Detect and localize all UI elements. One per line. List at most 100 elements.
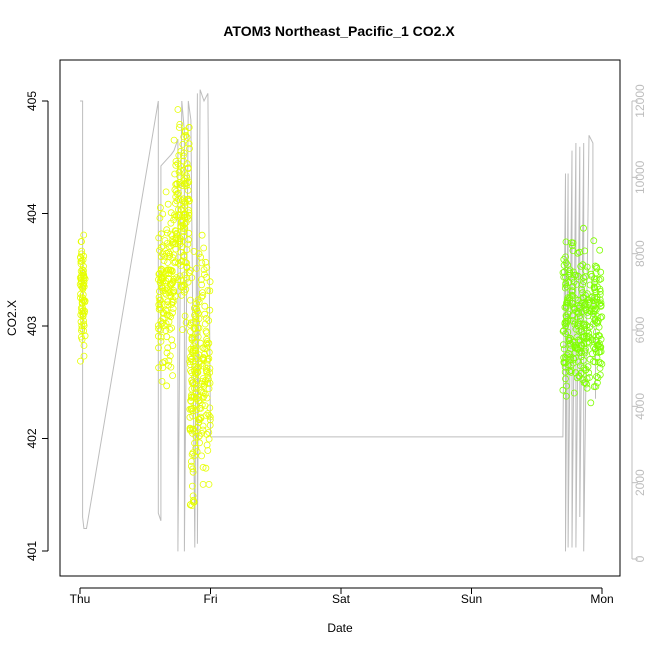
data-point	[192, 384, 200, 392]
data-point	[179, 140, 187, 148]
data-point	[177, 218, 185, 226]
left-tick-label: 404	[25, 203, 39, 223]
data-point	[196, 404, 204, 412]
data-point	[77, 258, 85, 265]
data-point	[560, 341, 567, 349]
data-point	[195, 250, 203, 258]
right-tick-label: 2000	[633, 469, 647, 496]
data-point	[572, 341, 580, 349]
data-point	[167, 363, 175, 371]
data-point	[177, 248, 185, 256]
data-point	[193, 448, 201, 456]
data-point	[171, 258, 179, 266]
data-point	[168, 301, 175, 308]
data-point	[164, 200, 172, 208]
data-point	[171, 211, 178, 219]
data-point	[177, 147, 185, 155]
data-point	[172, 180, 180, 188]
data-point	[187, 458, 195, 465]
bottom-tick-label: Mon	[590, 592, 613, 606]
data-point	[179, 204, 187, 212]
data-point	[199, 426, 207, 434]
data-point	[194, 333, 202, 341]
data-point	[77, 318, 85, 326]
data-point	[198, 231, 206, 239]
bottom-tick-label: Sat	[332, 592, 351, 606]
data-point	[206, 416, 214, 424]
data-point	[195, 363, 203, 371]
data-point	[582, 306, 589, 314]
data-point	[199, 389, 207, 397]
data-point	[199, 375, 207, 382]
left-tick-label: 405	[25, 91, 39, 111]
data-point	[162, 267, 170, 275]
data-point	[593, 298, 601, 306]
data-point	[166, 280, 174, 288]
data-point	[80, 342, 88, 349]
data-point	[596, 246, 604, 254]
data-point	[166, 352, 174, 360]
data-point	[202, 314, 210, 322]
data-point	[169, 342, 177, 350]
data-point	[562, 330, 569, 338]
data-point	[193, 264, 201, 272]
data-point	[165, 318, 173, 326]
data-point	[161, 237, 169, 244]
data-point	[562, 304, 570, 311]
data-point	[559, 269, 567, 277]
data-point	[201, 390, 209, 398]
data-point	[594, 341, 602, 349]
data-point	[200, 244, 208, 252]
data-point	[181, 202, 189, 210]
data-point	[566, 353, 574, 361]
data-point	[187, 296, 194, 304]
data-point	[154, 322, 162, 329]
data-point	[155, 293, 163, 301]
data-point	[594, 317, 602, 325]
data-point	[564, 296, 571, 304]
data-point	[596, 343, 604, 351]
data-point	[188, 274, 196, 282]
data-point	[586, 355, 594, 363]
data-point	[77, 357, 84, 365]
data-point	[597, 299, 605, 307]
data-point	[205, 428, 213, 436]
data-point	[197, 413, 205, 421]
data-point	[173, 231, 181, 238]
data-point	[166, 288, 174, 296]
data-point	[165, 249, 173, 257]
data-point	[206, 369, 214, 376]
data-point	[171, 213, 179, 221]
data-point	[157, 337, 165, 345]
data-point	[182, 218, 190, 226]
data-point	[185, 197, 193, 205]
data-point	[203, 369, 211, 376]
bottom-tick-label: Fri	[204, 592, 218, 606]
right-tick-label: 8000	[633, 240, 647, 267]
right-tick-label: 12000	[633, 84, 647, 118]
data-point	[78, 238, 85, 245]
data-point	[185, 124, 193, 131]
data-point	[178, 291, 185, 299]
data-point	[157, 326, 165, 334]
data-point	[192, 347, 200, 355]
data-point	[572, 325, 580, 333]
data-point	[80, 274, 88, 282]
data-point	[80, 296, 88, 304]
data-point	[578, 353, 585, 361]
data-point	[80, 277, 87, 284]
data-point	[187, 397, 195, 405]
data-point	[204, 287, 212, 294]
data-point	[570, 278, 578, 286]
data-point	[201, 302, 209, 310]
data-point	[570, 304, 578, 312]
data-point	[172, 240, 180, 248]
data-point	[182, 319, 190, 326]
data-point	[158, 269, 166, 277]
data-point	[201, 320, 209, 328]
data-point	[155, 364, 163, 372]
data-point	[156, 304, 164, 312]
data-point	[169, 254, 177, 262]
data-point	[194, 324, 202, 332]
data-point	[591, 306, 598, 314]
